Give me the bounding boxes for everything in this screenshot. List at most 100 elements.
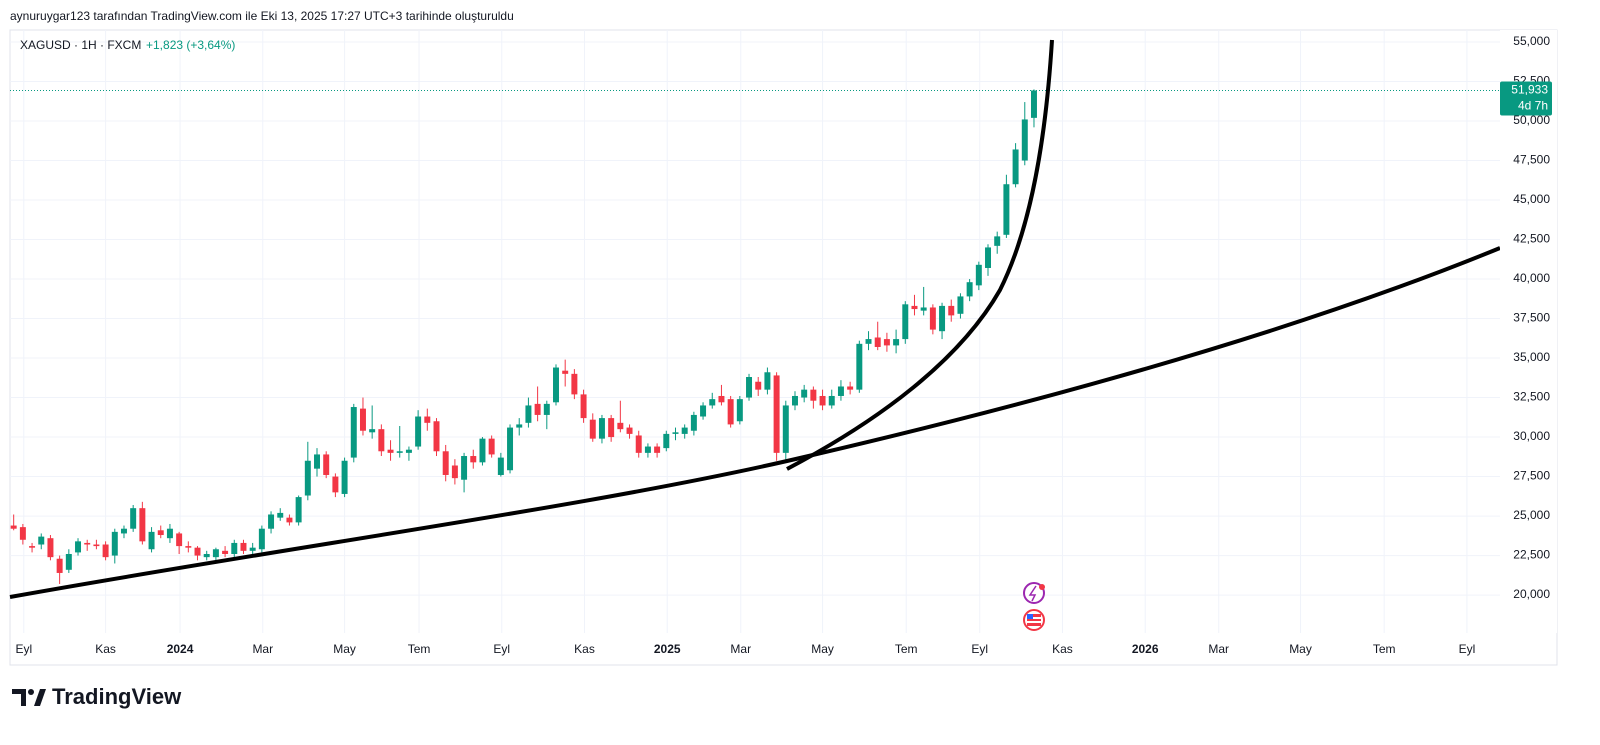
x-tick-label: 2026 xyxy=(1132,642,1159,656)
x-tick-label: Tem xyxy=(1373,642,1396,656)
candle-body xyxy=(920,307,927,311)
event-icon-bolt xyxy=(1028,585,1037,602)
candle-body xyxy=(350,407,357,458)
candle-body xyxy=(543,403,550,415)
candle-body xyxy=(525,405,532,423)
candle-body xyxy=(1012,149,1019,185)
candle-body xyxy=(929,307,936,330)
x-tick-label: Eyl xyxy=(493,642,510,656)
price-axis xyxy=(1500,30,1557,633)
candle-body xyxy=(295,497,302,523)
y-tick-label: 30,000 xyxy=(1513,429,1550,443)
candle-body xyxy=(865,339,872,344)
x-tick-label: 2025 xyxy=(654,642,681,656)
x-tick-label: Kas xyxy=(574,642,595,656)
x-tick-label: Eyl xyxy=(15,642,32,656)
candle-body xyxy=(47,538,54,558)
candle-body xyxy=(985,247,992,268)
x-tick-label: Tem xyxy=(408,642,431,656)
candle-body xyxy=(148,531,155,550)
parabolic-curve xyxy=(786,39,1054,471)
candle-body xyxy=(222,550,229,554)
logo-mark xyxy=(34,689,46,706)
candle-body xyxy=(130,508,137,529)
candle-body xyxy=(497,457,504,475)
candle-body xyxy=(635,435,642,453)
y-tick-label: 37,500 xyxy=(1513,311,1550,325)
candle-body xyxy=(562,370,569,374)
x-tick-label: Mar xyxy=(730,642,751,656)
candle-body xyxy=(681,427,688,434)
y-tick-label: 45,000 xyxy=(1513,192,1550,206)
x-tick-label: Kas xyxy=(95,642,116,656)
candle-body xyxy=(626,427,633,434)
candle-body xyxy=(286,517,293,523)
candle-body xyxy=(837,386,844,396)
x-tick-label: Eyl xyxy=(971,642,988,656)
event-icon-dot xyxy=(1039,584,1045,590)
candle-body xyxy=(387,449,394,453)
candle-body xyxy=(994,236,1001,246)
candle-body xyxy=(819,395,826,406)
candle-body xyxy=(1021,119,1028,161)
candle-body xyxy=(433,421,440,452)
price-change: +1,823 (+3,64%) xyxy=(146,38,235,52)
candle-body xyxy=(893,339,900,346)
x-tick-label: May xyxy=(811,642,834,656)
y-tick-label: 27,500 xyxy=(1513,469,1550,483)
candle-body xyxy=(304,460,311,496)
candle-body xyxy=(773,375,780,453)
candle-body xyxy=(598,418,605,439)
candle-body xyxy=(240,542,247,551)
candle-body xyxy=(442,451,449,475)
flag-stripe xyxy=(1027,617,1041,619)
candle-body xyxy=(856,343,863,390)
countdown: 4d 7h xyxy=(1518,99,1548,113)
candle-body xyxy=(405,449,412,453)
candle-body xyxy=(617,422,624,430)
brand-logo: TradingView xyxy=(12,684,182,709)
y-tick-label: 42,500 xyxy=(1513,232,1550,246)
candle-body xyxy=(828,395,835,406)
candle-body xyxy=(194,547,201,556)
candle-body xyxy=(268,514,275,529)
candle-body xyxy=(672,432,679,434)
candle-body xyxy=(746,377,753,398)
candle-body xyxy=(212,549,219,558)
candle-body xyxy=(93,544,100,547)
chart-frame xyxy=(9,29,1558,666)
x-tick-label: 2024 xyxy=(167,642,194,656)
candle-body xyxy=(75,541,82,553)
candle-body xyxy=(415,416,422,447)
candle-body xyxy=(378,429,385,452)
candle-body xyxy=(690,414,697,431)
y-tick-label: 50,000 xyxy=(1513,113,1550,127)
candle-body xyxy=(102,544,109,558)
candle-body xyxy=(332,476,339,493)
event-icon[interactable] xyxy=(1023,582,1045,604)
candle-body xyxy=(911,305,918,310)
candle-body xyxy=(975,264,982,286)
candle-body xyxy=(553,367,559,403)
candle-body xyxy=(727,399,734,425)
candle-body xyxy=(902,304,909,340)
price-tag xyxy=(1500,81,1552,116)
brand-name: TradingView xyxy=(52,684,182,709)
candle-body xyxy=(424,416,431,423)
y-tick-label: 35,000 xyxy=(1513,350,1550,364)
candle-body xyxy=(791,395,798,406)
candle-body xyxy=(700,405,707,417)
candle-body xyxy=(166,528,173,539)
candle-body xyxy=(231,542,238,554)
candle-body xyxy=(203,553,210,558)
logo-mark xyxy=(12,689,26,706)
candle-body xyxy=(1003,184,1010,235)
flag-stripe xyxy=(1027,621,1041,623)
candle-body xyxy=(534,403,541,415)
candle-body xyxy=(56,558,63,573)
candle-body xyxy=(847,386,854,390)
candle-body xyxy=(507,427,514,471)
candle-body xyxy=(84,542,91,545)
candle-body xyxy=(755,381,762,390)
candle-body xyxy=(654,446,661,453)
